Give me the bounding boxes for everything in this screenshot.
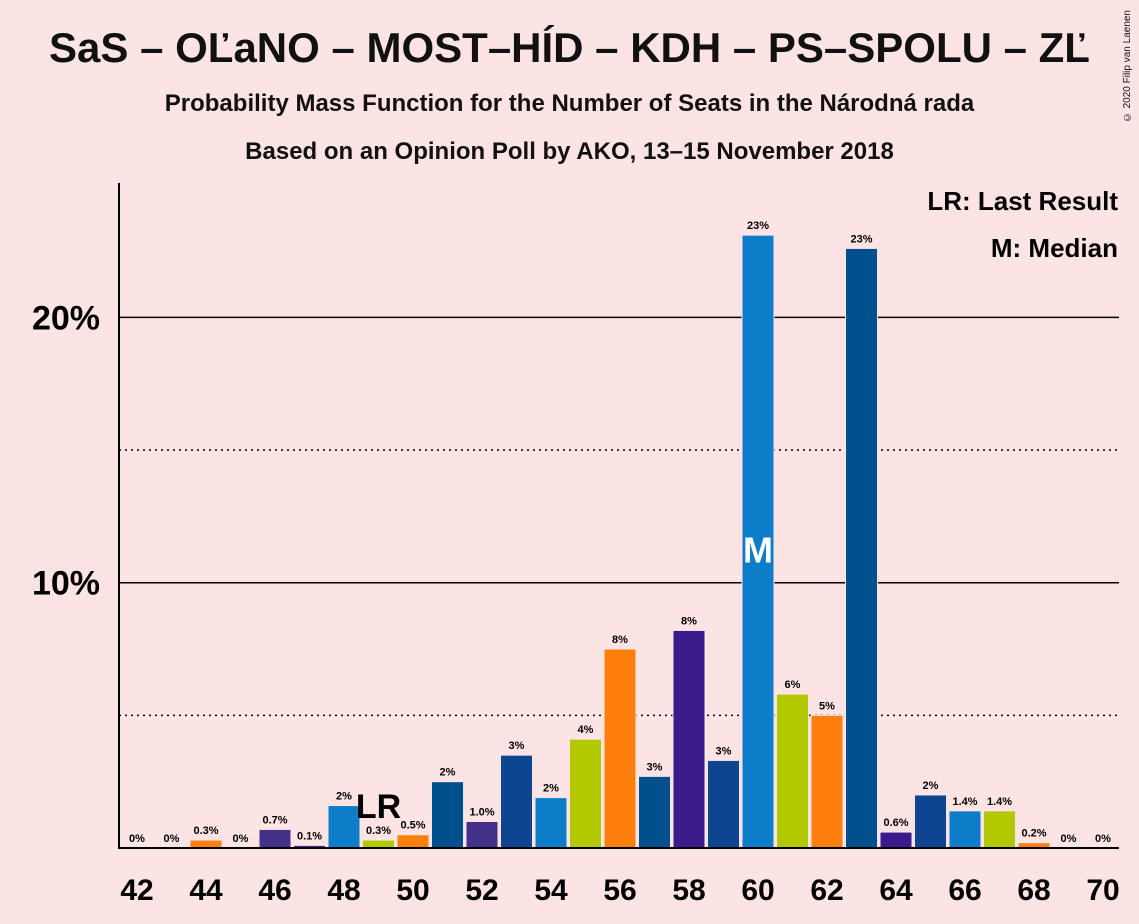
bar: [362, 839, 395, 849]
data-label: 2%: [336, 791, 352, 803]
bar: [983, 810, 1016, 849]
data-label: 3%: [647, 761, 663, 773]
bar: [396, 834, 430, 849]
legend: LR: Last Result M: Median: [927, 186, 1118, 263]
data-label: 0%: [1061, 833, 1077, 845]
x-tick-label: 50: [396, 874, 429, 907]
data-label: 4%: [578, 724, 594, 736]
bar: [845, 247, 878, 849]
data-label: 0%: [233, 833, 249, 845]
data-label: 1.4%: [952, 796, 977, 808]
chart-title: SaS – OĽaNO – MOST–HÍD – KDH – PS–SPOLU …: [49, 24, 1090, 71]
data-label: 0.7%: [262, 814, 287, 826]
bar: [569, 738, 602, 849]
x-tick-label: 66: [948, 874, 981, 907]
data-label: 0%: [164, 833, 180, 845]
data-label: 2%: [543, 783, 559, 795]
bar: [189, 839, 223, 849]
data-label: 1.0%: [469, 806, 494, 818]
data-label: 23%: [850, 233, 872, 245]
chart-subtitle-source: Based on an Opinion Poll by AKO, 13–15 N…: [245, 138, 894, 165]
x-tick-label: 42: [120, 874, 153, 907]
bar: [879, 831, 913, 849]
bar: [948, 810, 982, 849]
data-label: 2%: [923, 780, 939, 792]
x-tick-label: 54: [534, 874, 568, 907]
data-label: 0.5%: [400, 820, 425, 832]
data-label: 0.6%: [883, 817, 908, 829]
bar: [707, 759, 740, 849]
data-label: 0.3%: [193, 825, 218, 837]
data-label: 0.2%: [1021, 828, 1046, 840]
y-tick-label: 10%: [32, 565, 100, 603]
chart-subtitle: Probability Mass Function for the Number…: [164, 90, 975, 117]
bar: [431, 781, 464, 849]
data-label: 0%: [129, 833, 145, 845]
data-label: 0%: [1095, 833, 1111, 845]
x-tick-label: 64: [879, 874, 913, 907]
tick-labels: 42 44 46 48 50 52 54 56 58 60 62 64 66 68 70 10% 20%: [32, 299, 1120, 907]
x-tick-label: 60: [741, 874, 774, 907]
data-label: 8%: [681, 615, 697, 627]
data-label: 5%: [819, 700, 835, 712]
bar: [776, 693, 809, 849]
bar: [914, 794, 947, 849]
legend-median: M: Median: [991, 233, 1118, 263]
x-tick-label: 62: [810, 874, 843, 907]
data-label: 2%: [440, 767, 456, 779]
data-label: 1.4%: [987, 796, 1012, 808]
bar: [534, 797, 568, 849]
x-tick-label: 48: [327, 874, 360, 907]
data-label: 23%: [747, 220, 769, 232]
data-label: 3%: [509, 740, 525, 752]
bar: [638, 775, 671, 849]
data-label: 0.1%: [297, 830, 322, 842]
bar: [810, 714, 844, 849]
median-marker: M: [743, 530, 773, 571]
x-tick-label: 58: [672, 874, 705, 907]
x-tick-label: 52: [465, 874, 498, 907]
x-tick-label: 70: [1086, 874, 1119, 907]
x-tick-label: 46: [258, 874, 291, 907]
axes: [118, 183, 1119, 849]
x-tick-label: 44: [189, 874, 223, 907]
data-label: 8%: [612, 634, 628, 646]
bar: [500, 754, 533, 849]
last-result-marker: LR: [356, 788, 401, 826]
bar: [465, 820, 499, 849]
y-tick-label: 20%: [32, 299, 100, 337]
bar: [258, 828, 292, 849]
data-label: 6%: [785, 679, 801, 691]
data-label: 0.3%: [366, 825, 391, 837]
x-tick-label: 56: [603, 874, 636, 907]
bar: [672, 629, 706, 849]
data-label: 3%: [716, 745, 732, 757]
legend-last-result: LR: Last Result: [927, 186, 1118, 216]
bars: 0% 0% 0.3% 0% 0.7% 0.1% 2% 0.3% 0.5% 2% 1.0% 3% 2% 4%…: [129, 220, 1111, 849]
bar: [603, 648, 637, 849]
x-tick-label: 68: [1017, 874, 1050, 907]
